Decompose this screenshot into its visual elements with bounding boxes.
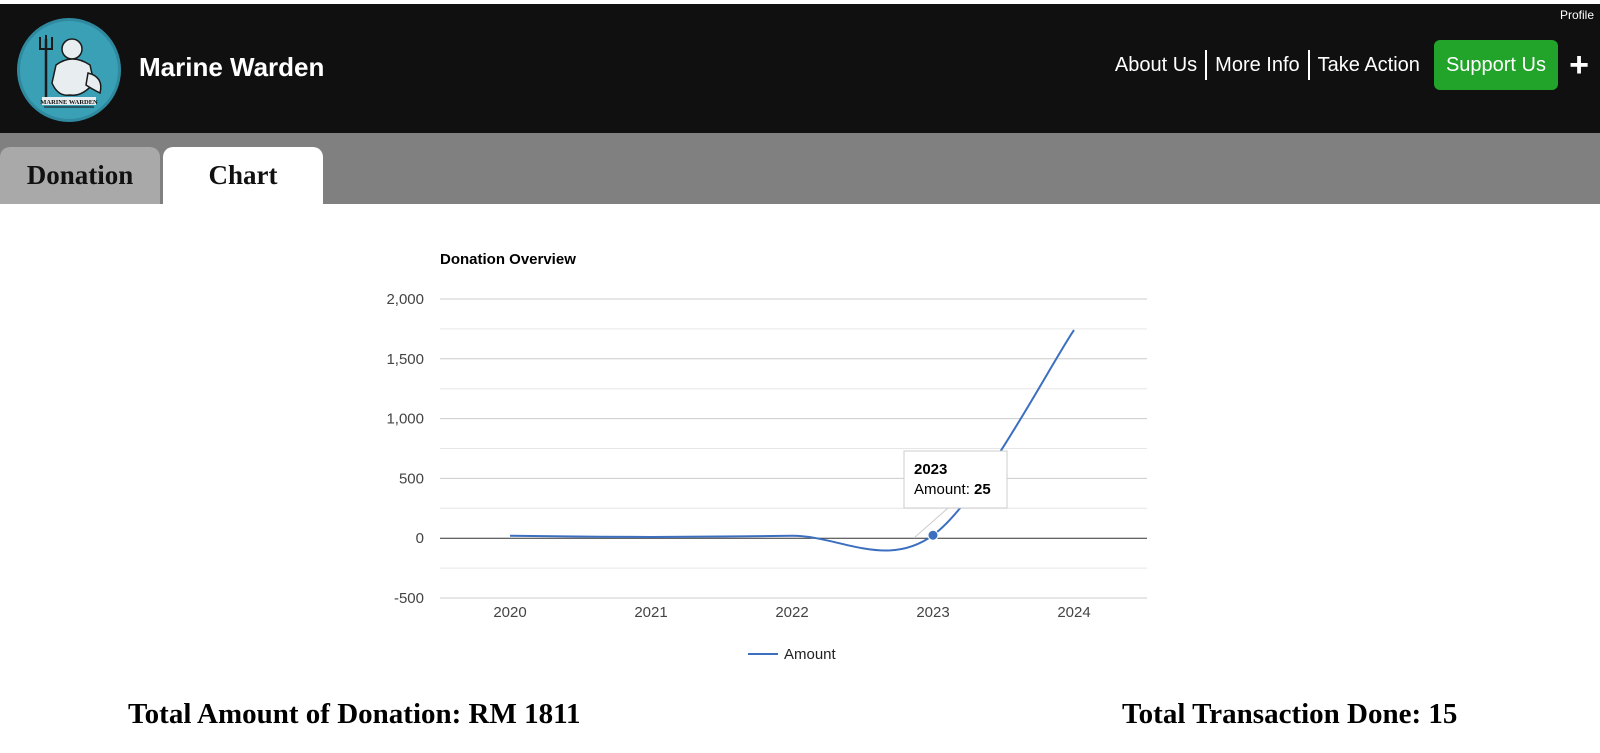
y-tick-label: 1,000: [386, 411, 424, 428]
total-transactions: Total Transaction Done: 15: [1122, 698, 1458, 730]
marine-warden-logo[interactable]: MARINE WARDEN: [16, 17, 122, 123]
chart-x-ticks: 2020 2021 2022 2023 2024: [493, 604, 1090, 621]
tooltip-value: 25: [974, 481, 991, 498]
tooltip-label: Amount:: [914, 481, 974, 498]
chart-title: Donation Overview: [440, 251, 576, 268]
profile-link[interactable]: Profile: [1559, 8, 1594, 22]
tab-chart[interactable]: Chart: [163, 147, 323, 204]
y-tick-label: -500: [394, 590, 424, 607]
svg-text:Amount: 25: Amount: 25: [914, 481, 991, 498]
logo-lettering: MARINE WARDEN: [40, 99, 98, 106]
x-tick-label: 2023: [916, 604, 949, 621]
chart-y-ticks: -500 0 500 1,000 1,500 2,000: [386, 291, 424, 607]
site-header: Profile MARINE WARDEN Marine Warden Abou…: [0, 4, 1600, 133]
x-tick-label: 2022: [775, 604, 808, 621]
tab-bar: Donation Chart: [0, 133, 1600, 204]
chart-gridlines: [440, 298, 1147, 599]
tooltip-year: 2023: [914, 461, 947, 478]
x-tick-label: 2024: [1057, 604, 1090, 621]
x-tick-label: 2021: [634, 604, 667, 621]
nav-about-us[interactable]: About Us: [1114, 54, 1198, 76]
nav-divider: [1205, 50, 1208, 80]
chart-legend: Amount: [748, 646, 837, 663]
nav-more-info[interactable]: More Info: [1215, 54, 1300, 76]
data-point-highlight: [927, 529, 939, 541]
chart-tooltip: 2023 Amount: 25: [903, 450, 1008, 539]
total-donation-amount: Total Amount of Donation: RM 1811: [128, 698, 581, 730]
y-tick-label: 0: [416, 530, 424, 547]
support-us-button[interactable]: Support Us: [1433, 40, 1558, 90]
top-strip: [0, 0, 1600, 4]
y-tick-label: 2,000: [386, 291, 424, 308]
legend-label: Amount: [784, 646, 837, 663]
nav-take-action[interactable]: Take Action: [1317, 54, 1420, 76]
nav-divider: [1307, 50, 1310, 80]
series-line-amount: [509, 329, 1075, 552]
chart-series: [509, 329, 1075, 552]
y-tick-label: 1,500: [386, 351, 424, 368]
brand-name: Marine Warden: [139, 52, 325, 82]
donation-chart: Donation Overview -500 0 500 1,000 1,500 2,00…: [386, 251, 1147, 663]
plus-icon[interactable]: +: [1569, 46, 1589, 84]
y-tick-label: 500: [399, 470, 424, 487]
tab-donation[interactable]: Donation: [0, 147, 160, 204]
main-nav: About Us More Info Take Action Support U…: [1107, 40, 1600, 90]
x-tick-label: 2020: [493, 604, 526, 621]
